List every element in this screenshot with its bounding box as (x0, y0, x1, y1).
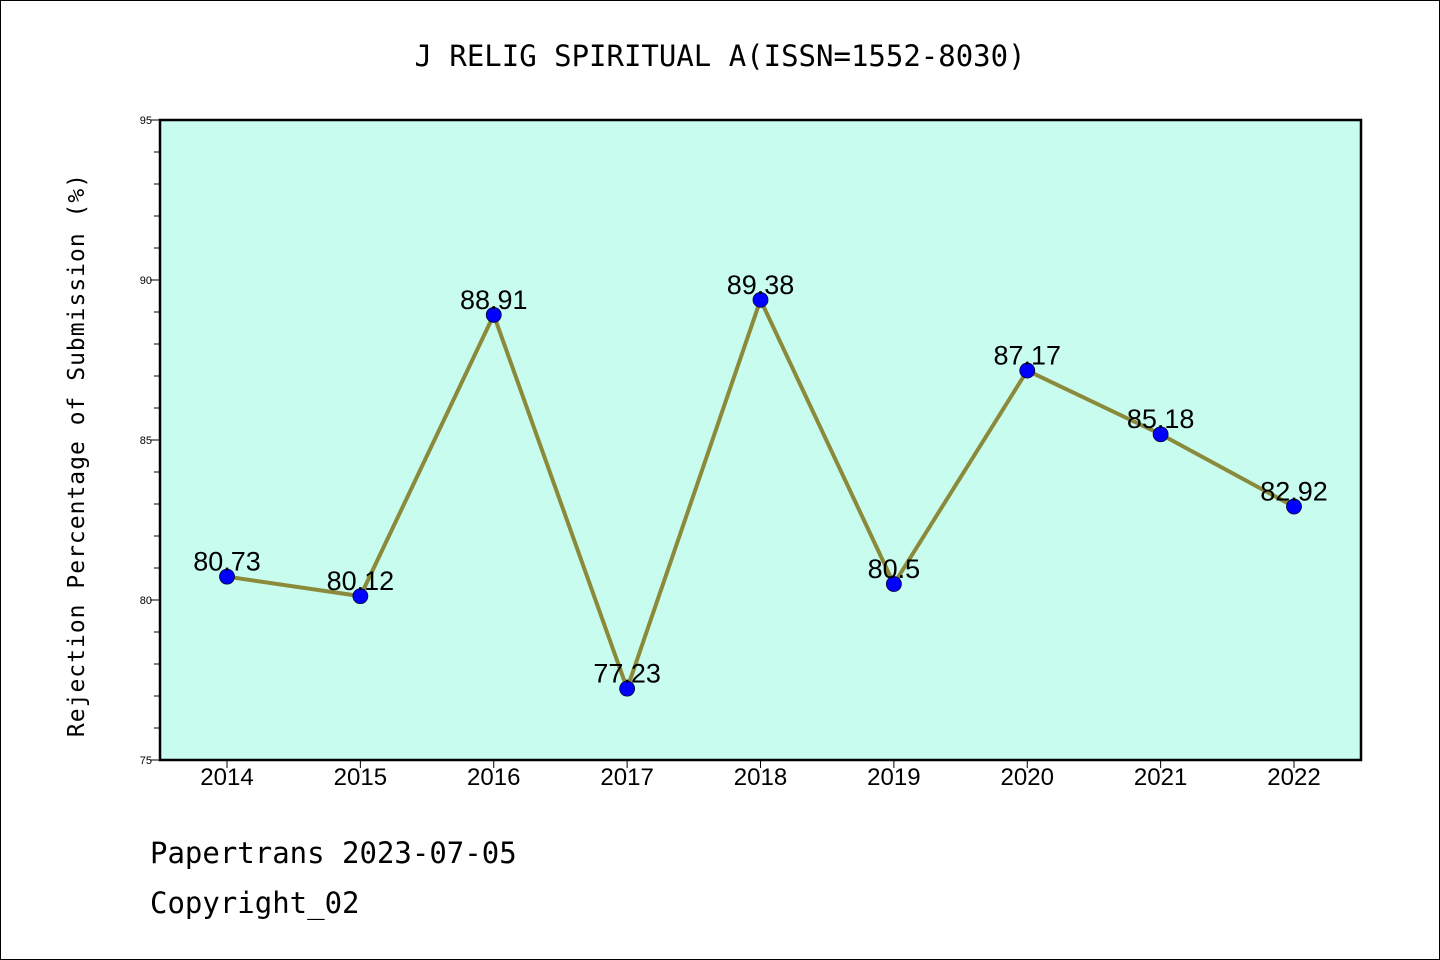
footer-date-text: Papertrans 2023-07-05 (150, 836, 517, 870)
data-label: 87.17 (993, 341, 1061, 371)
data-point (885, 576, 902, 592)
plot-area (160, 120, 1361, 760)
data-label: 82.92 (1260, 477, 1328, 507)
x-tick-label: 2020 (1001, 764, 1054, 791)
data-point (1286, 498, 1302, 515)
footer-copyright-text: Copyright_02 (150, 886, 360, 920)
plot-border (158, 118, 1363, 762)
y-tick-label: 90 (140, 275, 152, 287)
x-tick-label: 2014 (200, 764, 253, 791)
data-labels: 80.73 80.12 88.91 77.23 89.38 80.5 87.17 85.18 8… (193, 270, 1328, 689)
x-tick-label: 2017 (600, 764, 653, 791)
x-tick-label: 2021 (1134, 764, 1187, 791)
x-tick-label: 2019 (867, 764, 920, 791)
series-markers (219, 291, 1302, 697)
y-tick-label: 85 (140, 435, 152, 447)
x-axis-ticks: 2014 2015 2016 2017 2018 2019 2020 2021 2022 (200, 760, 1321, 791)
data-label: 77.23 (593, 659, 661, 689)
y-axis-label: Rejection Percentage of Submission (%) (64, 173, 90, 737)
y-tick-label: 95 (140, 115, 152, 127)
data-label: 85.18 (1127, 404, 1195, 434)
data-point (1019, 362, 1036, 379)
data-point (752, 291, 769, 308)
data-point (485, 306, 502, 323)
x-tick-label: 2015 (334, 764, 387, 791)
data-label: 80.12 (327, 566, 395, 596)
data-point (352, 588, 369, 605)
data-point (219, 568, 235, 585)
data-point (619, 680, 636, 697)
y-tick-label: 80 (140, 595, 152, 607)
y-tick-label: 75 (140, 755, 152, 767)
chart-title: J RELIG SPIRITUAL A(ISSN=1552-8030) (414, 39, 1025, 73)
y-axis-ticks: 75 80 85 90 95 (140, 115, 160, 767)
x-tick-label: 2018 (734, 764, 787, 791)
data-label: 80.5 (868, 554, 921, 584)
data-point (1152, 426, 1169, 443)
data-label: 88.91 (460, 285, 528, 315)
x-tick-label: 2016 (467, 764, 520, 791)
x-tick-label: 2022 (1267, 764, 1320, 791)
data-label: 80.73 (193, 547, 261, 577)
data-label: 89.38 (727, 270, 795, 300)
